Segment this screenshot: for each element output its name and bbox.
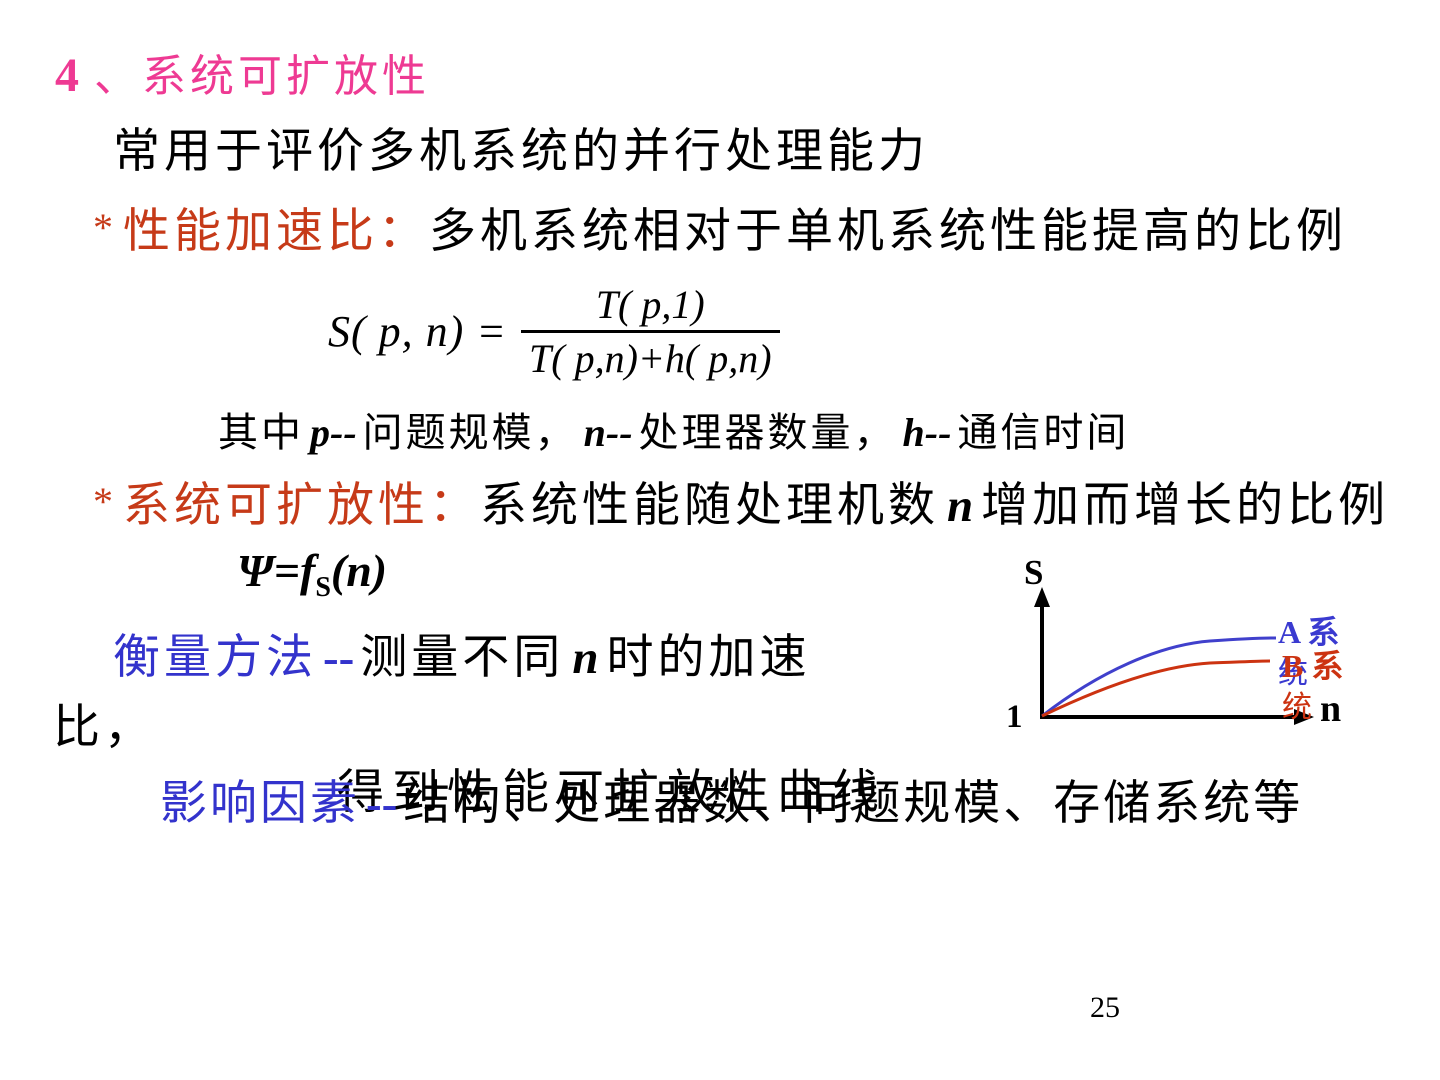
chart-canvas	[1034, 587, 1314, 725]
psi-formula: Ψ=fS(n)	[237, 544, 387, 604]
title-separator: 、	[79, 52, 142, 101]
page-number: 25	[1090, 991, 1120, 1024]
scalability-desc2: 增加而增长的比例	[981, 480, 1390, 532]
scalability-line: * 系统可扩放性：系统性能随处理机数 n 增加而增长的比例	[93, 466, 1389, 535]
factors-dash: --	[366, 778, 398, 830]
legend-system-a: A 系 统	[1278, 611, 1358, 695]
legend-a-line2: 统	[1278, 657, 1308, 690]
measure-line: 衡量方法 -- 测量不同 n 时的加速	[113, 618, 810, 687]
where-h-var: h--	[902, 410, 952, 455]
scalability-chart: S n 1 A 系 统 B 系 统	[1000, 553, 1390, 763]
y-axis-label: S	[1024, 553, 1044, 592]
measure-dash: --	[323, 632, 355, 684]
scalability-var: n	[947, 480, 974, 532]
psi-tail: (n)	[330, 545, 388, 596]
curve-system-a	[1041, 636, 1277, 718]
speedup-bullet: *	[93, 205, 113, 250]
scalability-desc1: 系统性能随处理机数	[480, 480, 939, 532]
where-p-var: p--	[310, 410, 357, 455]
legend-a-line1: A 系	[1278, 614, 1340, 650]
psi-lead: Ψ=f	[237, 545, 316, 596]
factors-line: 影响因素 -- 结构、处理器数、问题规模、存储系统等	[160, 764, 1303, 833]
where-p-desc: 问题规模，	[362, 410, 578, 455]
x-axis-label: n	[1320, 688, 1342, 730]
y-axis-arrow	[1034, 587, 1050, 607]
measure-var: n	[572, 632, 599, 684]
legend-b-line1: B 系	[1282, 648, 1344, 684]
legend-b-line2: 统	[1282, 691, 1312, 724]
speedup-formula: S( p, n) = T( p,1) T( p,n)+h( p,n)	[328, 281, 780, 382]
curve-system-b	[1041, 659, 1271, 718]
measure-label: 衡量方法	[113, 632, 317, 684]
where-line: 其中 p-- 问题规模， n-- 处理器数量， h-- 通信时间	[218, 400, 1129, 458]
intro-line: 常用于评价多机系统的并行处理能力	[113, 126, 929, 178]
where-prefix: 其中	[218, 410, 304, 455]
formula-denominator: T( p,n)+h( p,n)	[521, 330, 780, 382]
factors-label: 影响因素	[160, 778, 360, 830]
measure-text2: 时的加速	[606, 632, 811, 684]
where-n-var: n--	[583, 410, 633, 455]
where-h-desc: 通信时间	[957, 410, 1130, 455]
legend-system-b: B 系 统	[1282, 645, 1362, 729]
page-title: 4 、系统可扩放性	[55, 40, 430, 104]
speedup-desc: 多机系统相对于单机系统性能提高的比例	[429, 206, 1347, 258]
formula-lhs: S( p, n) =	[328, 307, 507, 356]
where-n-desc: 处理器数量，	[638, 410, 897, 455]
measure-wrap: 比，	[53, 702, 155, 754]
scalability-label: 系统可扩放性：	[123, 480, 480, 532]
measure-text1: 测量不同	[360, 632, 565, 684]
formula-numerator: T( p,1)	[595, 282, 705, 327]
measure-result-line: 得到性能可扩放性曲线	[337, 767, 887, 819]
origin-label: 1	[1006, 699, 1023, 735]
formula-fraction: T( p,1) T( p,n)+h( p,n)	[521, 281, 780, 382]
scalability-bullet: *	[93, 479, 113, 524]
psi-sub: S	[315, 572, 331, 604]
title-number: 4	[55, 49, 79, 102]
title-text: 系统可扩放性	[142, 52, 430, 101]
speedup-label: 性能加速比：	[123, 206, 429, 258]
x-axis-arrow	[1294, 709, 1314, 725]
factors-text: 结构、处理器数、问题规模、存储系统等	[403, 778, 1304, 830]
speedup-line: * 性能加速比：多机系统相对于单机系统性能提高的比例	[93, 192, 1347, 261]
